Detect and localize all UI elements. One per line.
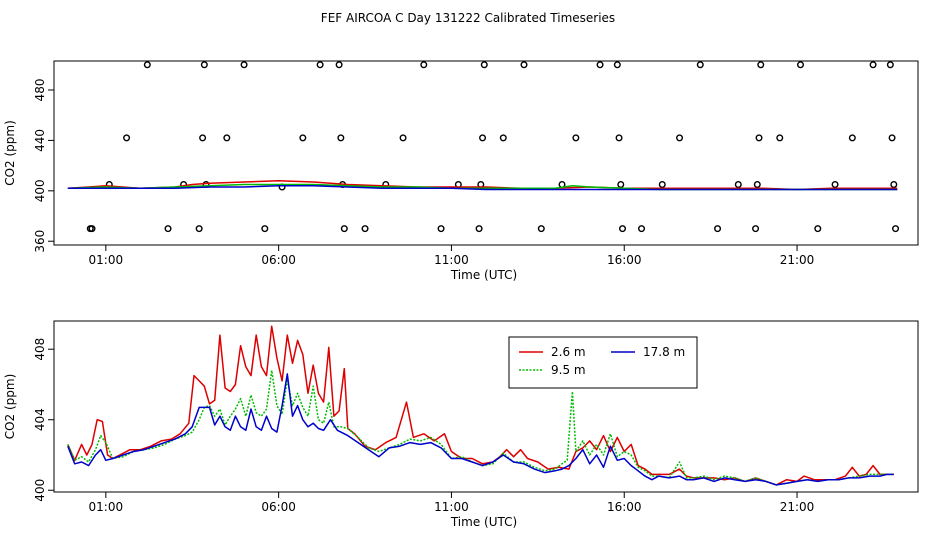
data-point <box>892 225 900 233</box>
data-point <box>537 225 545 233</box>
y-tick-label: 360 <box>33 230 47 253</box>
x-tick-label: 21:00 <box>780 253 815 267</box>
data-point <box>869 61 877 69</box>
data-point <box>437 225 445 233</box>
data-point <box>831 181 839 189</box>
data-point <box>676 134 684 142</box>
y-tick-label: 440 <box>33 129 47 152</box>
plot-frame <box>53 60 919 246</box>
x-tick-label: 16:00 <box>607 253 642 267</box>
plot-area <box>67 325 894 486</box>
data-point <box>615 134 623 142</box>
series-line-9-5-m <box>67 369 894 486</box>
x-tick-label: 06:00 <box>261 253 296 267</box>
x-tick-label: 11:00 <box>434 253 469 267</box>
y-tick-label: 404 <box>33 408 47 431</box>
data-point <box>361 225 369 233</box>
data-point <box>848 134 856 142</box>
data-point <box>223 134 231 142</box>
data-point <box>88 225 96 233</box>
legend-label: 2.6 m <box>551 345 586 359</box>
x-tick-label: 11:00 <box>434 500 469 514</box>
series-line-17-8-m <box>67 373 894 486</box>
data-point <box>200 61 208 69</box>
series-line-2-6-m <box>67 325 894 486</box>
upper-panel: 01:00 06:00 11:00 16:00 21:00 360 400 440 480 Tim… <box>3 60 919 282</box>
y-axis-label: CO2 (ppm) <box>3 374 17 440</box>
legend: 2.6 m 9.5 m 17.8 m <box>508 336 698 389</box>
data-point <box>340 225 348 233</box>
y-tick-label: 400 <box>33 479 47 502</box>
plot-area <box>67 61 900 233</box>
data-point <box>638 225 646 233</box>
x-tick-label: 01:00 <box>89 500 124 514</box>
data-point <box>479 134 487 142</box>
data-point <box>734 181 742 189</box>
y-tick-label: 400 <box>33 179 47 202</box>
x-tick-label: 01:00 <box>89 253 124 267</box>
data-point <box>890 181 898 189</box>
data-point <box>475 225 483 233</box>
data-point <box>399 134 407 142</box>
x-tick-label: 06:00 <box>261 500 296 514</box>
data-point <box>757 61 765 69</box>
series-line-17-8-m <box>67 185 898 191</box>
data-point <box>164 225 172 233</box>
x-axis-label: Time (UTC) <box>450 515 517 529</box>
y-tick-label: 408 <box>33 338 47 361</box>
data-point <box>755 134 763 142</box>
data-point <box>520 61 528 69</box>
data-point <box>261 225 269 233</box>
x-tick-label: 21:00 <box>780 500 815 514</box>
legend-label: 9.5 m <box>551 363 586 377</box>
data-point <box>776 134 784 142</box>
data-point <box>123 134 131 142</box>
data-point <box>240 61 248 69</box>
data-point <box>752 225 760 233</box>
data-point <box>619 225 627 233</box>
data-point <box>299 134 307 142</box>
data-point <box>696 61 704 69</box>
legend-frame <box>508 336 698 389</box>
data-point <box>596 61 604 69</box>
plot-frame <box>53 320 919 493</box>
x-tick-label: 16:00 <box>607 500 642 514</box>
data-point <box>753 181 761 189</box>
data-point <box>143 61 151 69</box>
data-point <box>195 225 203 233</box>
data-point <box>480 61 488 69</box>
y-tick-label: 480 <box>33 79 47 102</box>
legend-label: 17.8 m <box>643 345 685 359</box>
data-point <box>335 61 343 69</box>
chart-title: FEF AIRCOA C Day 131222 Calibrated Times… <box>321 11 615 25</box>
data-point <box>814 225 822 233</box>
data-point <box>613 61 621 69</box>
data-point <box>316 61 324 69</box>
data-point <box>572 134 580 142</box>
data-point <box>796 61 804 69</box>
lower-panel: 01:00 06:00 11:00 16:00 21:00 400 404 408 Time (… <box>3 320 919 529</box>
data-point <box>420 61 428 69</box>
data-point <box>199 134 207 142</box>
x-axis-label: Time (UTC) <box>450 268 517 282</box>
data-point <box>888 134 896 142</box>
data-point <box>658 181 666 189</box>
y-axis-label: CO2 (ppm) <box>3 120 17 186</box>
data-point <box>714 225 722 233</box>
data-point <box>886 61 894 69</box>
data-point <box>617 181 625 189</box>
data-point <box>499 134 507 142</box>
data-point <box>337 134 345 142</box>
